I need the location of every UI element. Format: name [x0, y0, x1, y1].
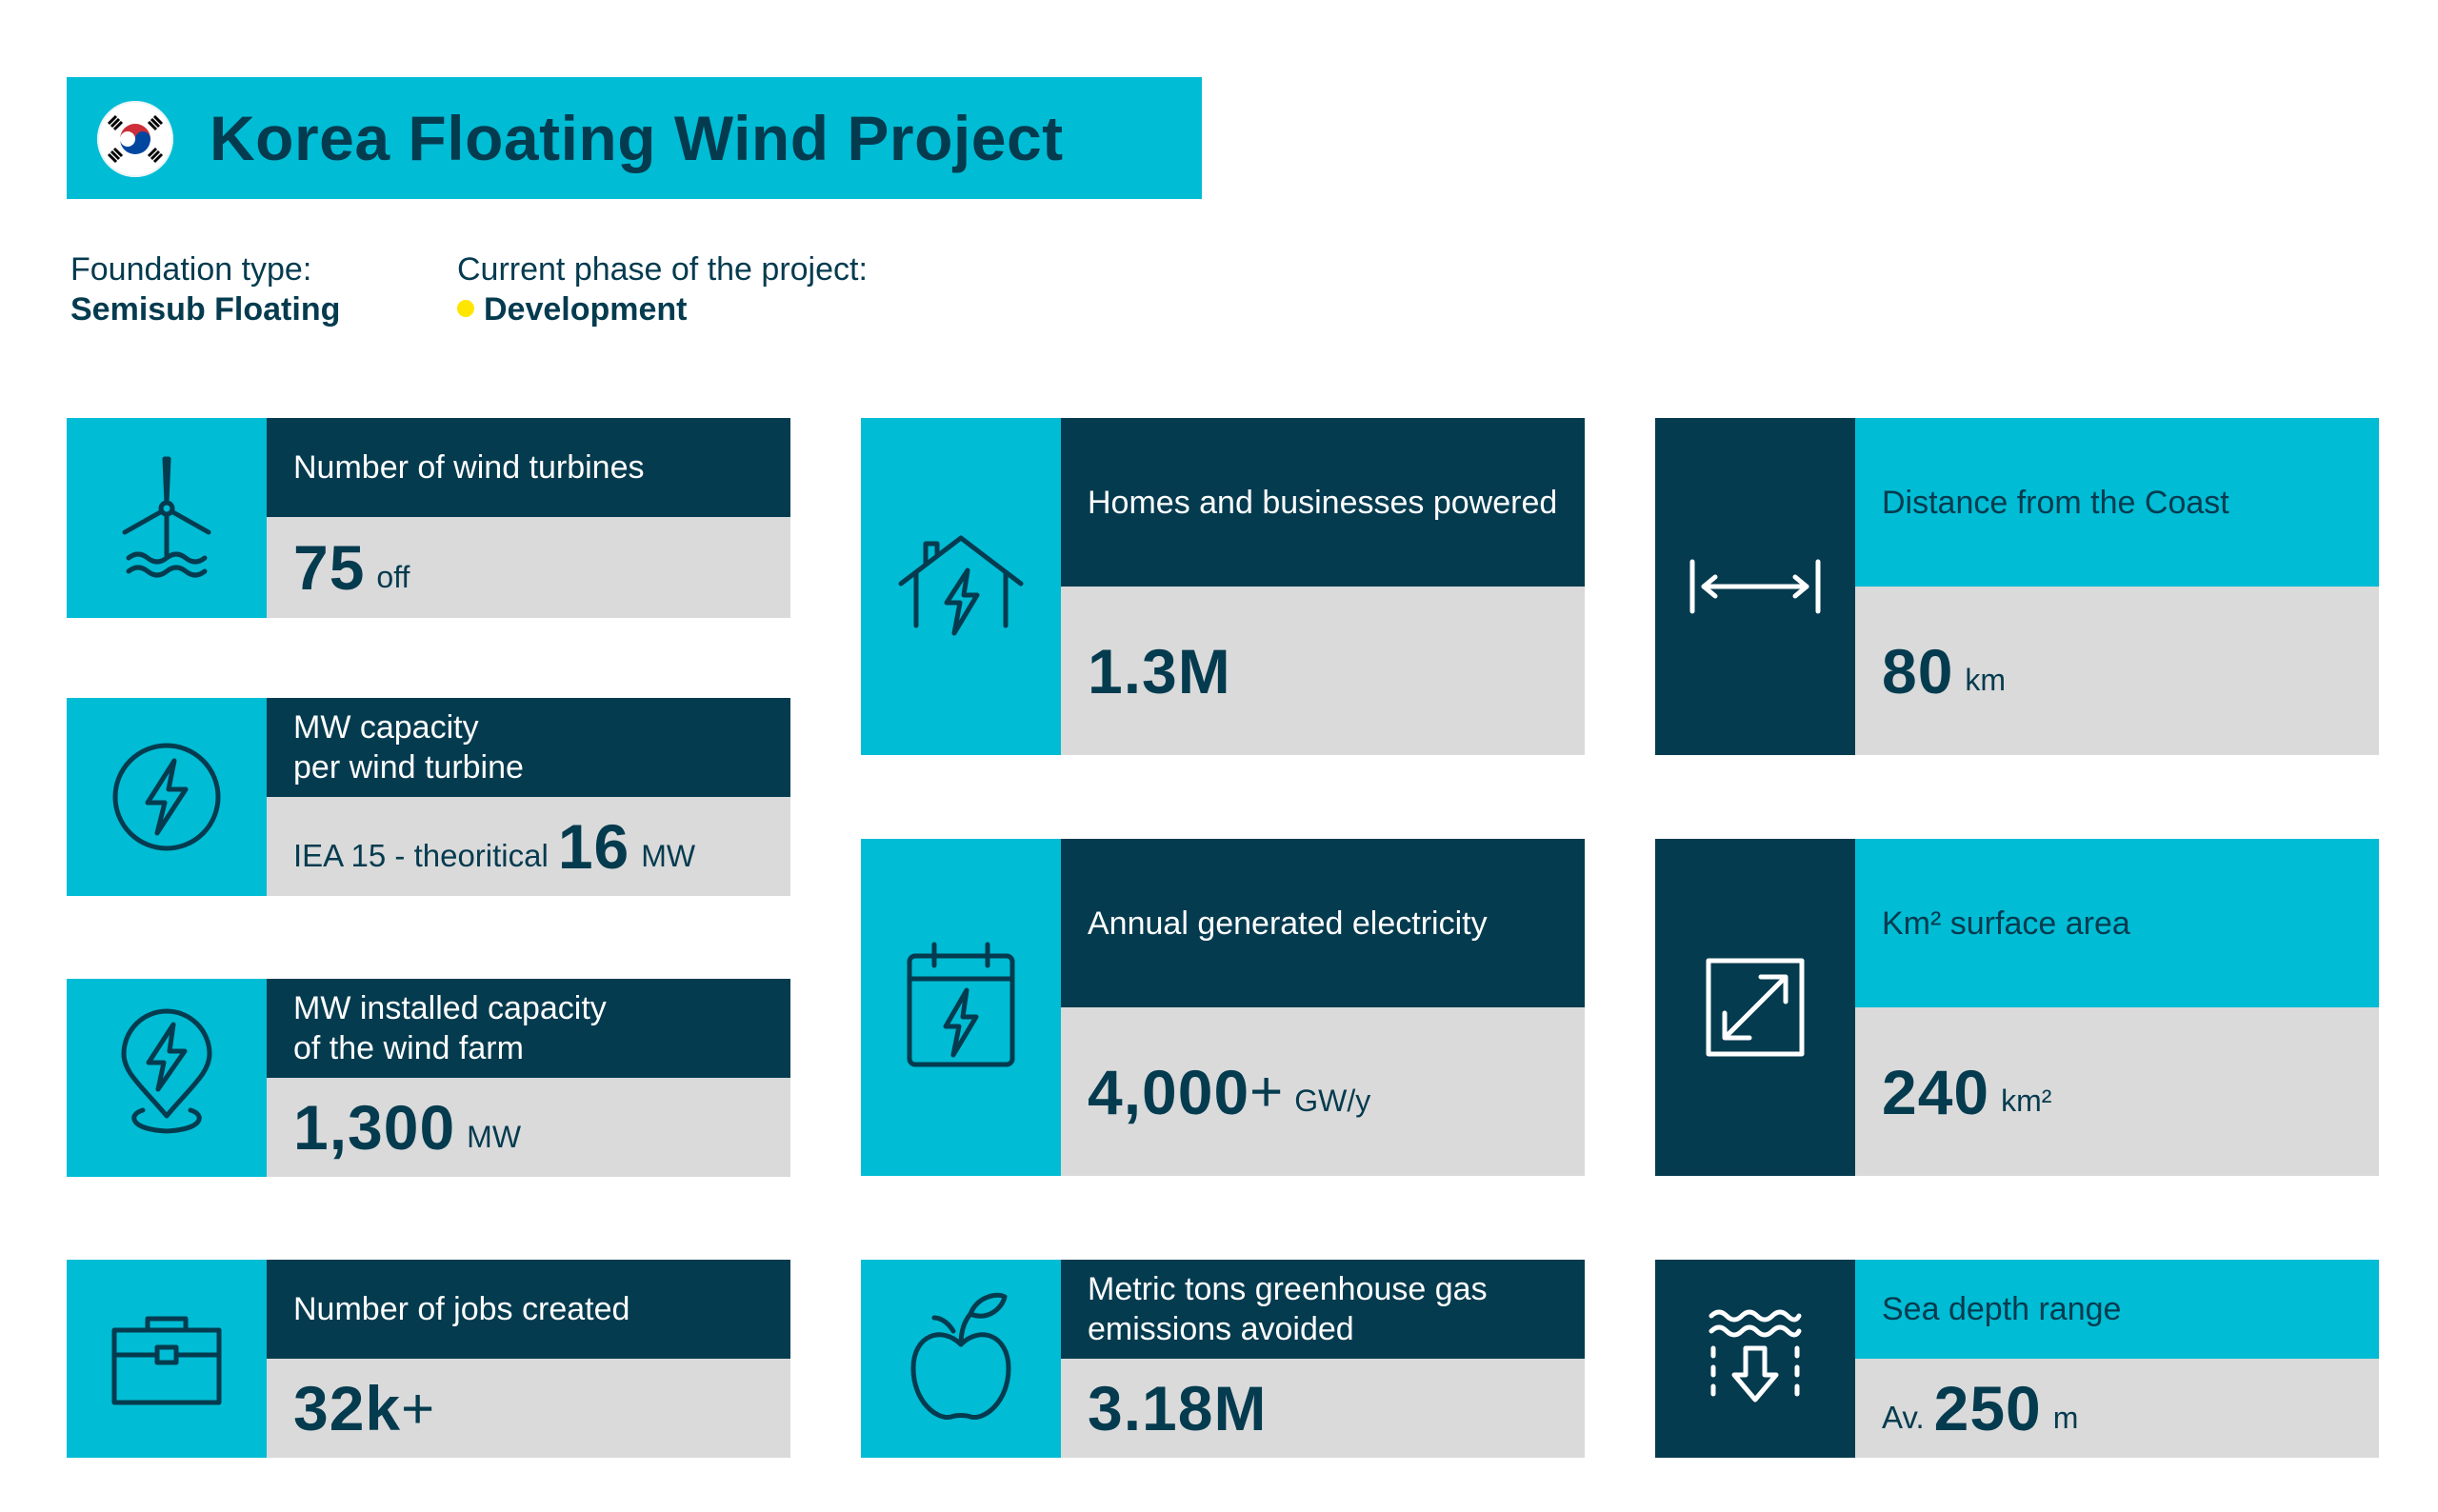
depth-prefix: Av.	[1882, 1400, 1925, 1435]
card-homes: Homes and businesses powered 1.3M	[861, 418, 1585, 755]
card-label: Km² surface area	[1855, 839, 2379, 1007]
electricity-unit: GW/y	[1294, 1084, 1371, 1118]
jobs-value: 32k	[293, 1373, 402, 1443]
label-line-2: of the wind farm	[293, 1030, 524, 1066]
foundation-value: Semisub Floating	[70, 291, 341, 328]
card-emissions: Metric tons greenhouse gas emissions avo…	[861, 1260, 1585, 1458]
turbines-value: 75	[293, 532, 366, 603]
jobs-plus: +	[401, 1376, 435, 1441]
card-label: MW installed capacity of the wind farm	[267, 979, 790, 1078]
emissions-value: 3.18M	[1088, 1373, 1268, 1443]
phase-label: Current phase of the project:	[457, 251, 868, 288]
card-label: Annual generated electricity	[1061, 839, 1585, 1007]
card-jobs: Number of jobs created 32k +	[67, 1260, 790, 1458]
depth-unit: m	[2052, 1400, 2079, 1435]
card-electricity: Annual generated electricity 4,000 + GW/y	[861, 839, 1585, 1176]
distance-value: 80	[1882, 635, 1954, 706]
card-distance: Distance from the Coast 80 km	[1655, 418, 2379, 755]
phase-value-text: Development	[484, 291, 688, 328]
card-value: 3.18M	[1061, 1359, 1585, 1458]
calendar-lightning-icon	[861, 839, 1061, 1176]
label-line-1: MW installed capacity	[293, 990, 607, 1026]
homes-value: 1.3M	[1088, 635, 1231, 706]
surface-value: 240	[1882, 1056, 1990, 1127]
label-line-2: emissions avoided	[1088, 1311, 1354, 1347]
card-depth: Sea depth range Av. 250 m	[1655, 1260, 2379, 1458]
card-value: 240 km²	[1855, 1007, 2379, 1176]
location-lightning-icon	[67, 979, 267, 1177]
card-label: MW capacity per wind turbine	[267, 698, 790, 797]
briefcase-icon	[67, 1260, 267, 1458]
status-dot	[457, 300, 474, 318]
label-line-1: Metric tons greenhouse gas	[1088, 1271, 1488, 1307]
card-value: 75 off	[267, 517, 790, 618]
wind-turbine-icon	[67, 418, 267, 618]
card-capacity-per-turbine: MW capacity per wind turbine IEA 15 - th…	[67, 698, 790, 896]
lightning-circle-icon	[67, 698, 267, 896]
distance-unit: km	[1965, 663, 2007, 697]
card-value: Av. 250 m	[1855, 1359, 2379, 1458]
capacity-prefix: IEA 15 - theoritical	[293, 838, 549, 873]
expand-area-icon	[1655, 839, 1855, 1176]
turbines-unit: off	[376, 559, 410, 594]
card-installed-capacity: MW installed capacity of the wind farm 1…	[67, 979, 790, 1177]
apple-icon	[861, 1260, 1061, 1458]
title-banner: Korea Floating Wind Project	[67, 77, 1202, 199]
label-line-2: per wind turbine	[293, 749, 524, 786]
card-label: Number of jobs created	[267, 1260, 790, 1359]
surface-unit: km²	[2001, 1084, 2052, 1118]
card-value: 1.3M	[1061, 587, 1585, 755]
electricity-value: 4,000	[1088, 1056, 1250, 1127]
house-lightning-icon	[861, 418, 1061, 755]
installed-value: 1,300	[293, 1092, 456, 1163]
phase-value: Development	[457, 291, 688, 328]
card-value: 80 km	[1855, 587, 2379, 755]
depth-value: 250	[1933, 1373, 2042, 1443]
card-label: Homes and businesses powered	[1061, 418, 1585, 587]
label-line-1: MW capacity	[293, 709, 479, 746]
card-surface: Km² surface area 240 km²	[1655, 839, 2379, 1176]
card-label: Distance from the Coast	[1855, 418, 2379, 587]
foundation-label: Foundation type:	[70, 251, 312, 288]
installed-unit: MW	[467, 1119, 522, 1154]
sea-depth-icon	[1655, 1260, 1855, 1458]
south-korea-flag-icon	[97, 101, 173, 177]
page-title: Korea Floating Wind Project	[210, 103, 1064, 173]
electricity-plus: +	[1249, 1060, 1284, 1124]
card-label: Number of wind turbines	[267, 418, 790, 517]
card-value: IEA 15 - theoritical 16 MW	[267, 797, 790, 896]
card-label: Metric tons greenhouse gas emissions avo…	[1061, 1260, 1585, 1359]
card-value: 4,000 + GW/y	[1061, 1007, 1585, 1176]
capacity-value: 16	[557, 811, 630, 882]
card-value: 1,300 MW	[267, 1078, 790, 1177]
card-wind-turbines: Number of wind turbines 75 off	[67, 418, 790, 618]
card-value: 32k +	[267, 1359, 790, 1458]
card-label: Sea depth range	[1855, 1260, 2379, 1359]
capacity-unit: MW	[641, 838, 696, 873]
distance-arrow-icon	[1655, 418, 1855, 755]
